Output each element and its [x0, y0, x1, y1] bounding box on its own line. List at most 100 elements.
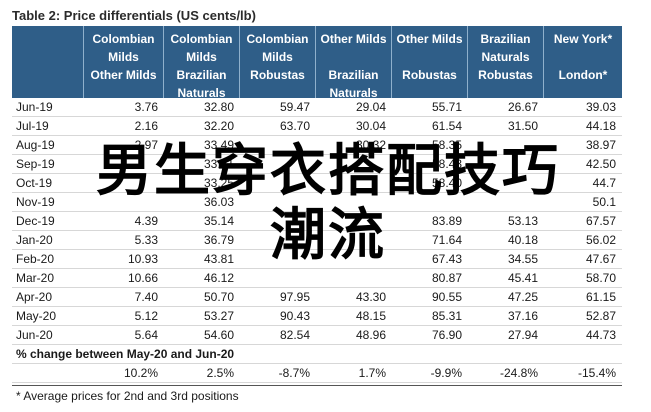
- pct-value: -9.9%: [430, 366, 462, 380]
- row-value: [316, 155, 392, 173]
- row-value: 39.03: [585, 100, 616, 114]
- header-line: Naturals: [177, 86, 226, 100]
- header-line: Colombian: [92, 32, 155, 46]
- pct-value: -24.8%: [499, 366, 538, 380]
- row-month: Sep-19: [16, 157, 55, 171]
- row-value: 5.33: [134, 233, 158, 247]
- row-value: 2.16: [134, 119, 158, 133]
- table-title: Table 2: Price differentials (US cents/l…: [12, 8, 256, 23]
- header-line: London*: [558, 68, 608, 82]
- row-value: 45.41: [507, 271, 538, 285]
- header-line: Brazilian: [480, 32, 531, 46]
- row-value: 44.73: [585, 328, 616, 342]
- table-body: Jun-19 3.76 32.80 59.47 29.04 55.71 26.67 39.03…: [12, 98, 622, 345]
- header-col-4: Other Milds Brazilian Naturals: [316, 26, 392, 100]
- table-row: Nov-19 36.03 50.1: [12, 193, 622, 212]
- row-value: [392, 193, 468, 211]
- row-value: 67.57: [585, 214, 616, 228]
- row-value: [240, 193, 316, 211]
- row-value: 58.35: [431, 138, 462, 152]
- table-row: May-20 5.12 53.27 90.43 48.15 85.31 37.16 52.87: [12, 307, 622, 326]
- pct-value: 10.2%: [123, 366, 158, 380]
- row-month: Apr-20: [16, 290, 53, 304]
- row-value: 3.76: [134, 100, 158, 114]
- row-value: 59.47: [279, 100, 310, 114]
- row-value: 36.79: [203, 233, 234, 247]
- row-value: 4.39: [134, 214, 158, 228]
- row-value: 40.18: [507, 233, 538, 247]
- row-value: 31.50: [507, 119, 538, 133]
- row-value: 47.67: [585, 252, 616, 266]
- row-value: 90.55: [431, 290, 462, 304]
- pct-value: [12, 364, 84, 382]
- table-row: Apr-20 7.40 50.70 97.95 43.30 90.55 47.25 61.15: [12, 288, 622, 307]
- header-line: Brazilian: [328, 68, 379, 82]
- row-value: [240, 212, 316, 230]
- row-value: 44.18: [585, 119, 616, 133]
- header-line: Other Milds: [396, 32, 463, 46]
- row-value: 48.96: [355, 328, 386, 342]
- row-value: [468, 136, 544, 154]
- row-value: 47.25: [507, 290, 538, 304]
- header-line: Robustas: [478, 68, 533, 82]
- row-month: May-20: [16, 309, 57, 323]
- row-value: 83.89: [431, 214, 462, 228]
- row-value: 43.81: [203, 252, 234, 266]
- row-value: [316, 231, 392, 249]
- row-value: 33.25: [203, 176, 234, 190]
- row-value: 5.12: [134, 309, 158, 323]
- row-value: [468, 174, 544, 192]
- row-value: 97.95: [279, 290, 310, 304]
- row-value: 61.15: [585, 290, 616, 304]
- row-month: Oct-19: [16, 176, 53, 190]
- header-col-5: Other Milds Robustas: [392, 26, 468, 98]
- row-value: [84, 174, 164, 192]
- header-line: Robustas: [250, 68, 305, 82]
- footnote: * Average prices for 2nd and 3rd positio…: [12, 385, 622, 406]
- table-row: Feb-20 10.93 43.81 67.43 34.55 47.67: [12, 250, 622, 269]
- row-value: 53.13: [507, 214, 538, 228]
- header-line: Colombian: [246, 32, 309, 46]
- header-line: New York*: [553, 32, 613, 46]
- row-value: 35.14: [203, 214, 234, 228]
- header-col-7: New York* London*: [544, 26, 622, 98]
- table-row: Jul-19 2.16 32.20 63.70 30.04 61.54 31.50 44.18: [12, 117, 622, 136]
- row-value: 29.04: [355, 100, 386, 114]
- table-row: Dec-19 4.39 35.14 83.89 53.13 67.57: [12, 212, 622, 231]
- row-value: 76.90: [431, 328, 462, 342]
- row-value: 37.16: [507, 309, 538, 323]
- header-col-0: [12, 26, 84, 98]
- table-row: Jun-20 5.64 54.60 82.54 48.96 76.90 27.94 44.73: [12, 326, 622, 345]
- row-value: [240, 155, 316, 173]
- row-value: 43.30: [355, 290, 386, 304]
- row-month: Jan-20: [16, 233, 53, 247]
- row-value: [316, 250, 392, 268]
- header-line: Naturals: [481, 50, 530, 64]
- row-value: [316, 193, 392, 211]
- row-value: 58.40: [431, 176, 462, 190]
- row-value: 26.67: [507, 100, 538, 114]
- row-month: Aug-19: [16, 138, 55, 152]
- row-value: 55.71: [431, 100, 462, 114]
- row-value: [84, 193, 164, 211]
- row-month: Feb-20: [16, 252, 55, 266]
- row-value: 56.02: [585, 233, 616, 247]
- row-value: 71.64: [431, 233, 462, 247]
- row-value: 61.54: [431, 119, 462, 133]
- header-line: Milds: [262, 50, 293, 64]
- row-value: 33.49: [203, 138, 234, 152]
- header-line: Other Milds: [90, 68, 157, 82]
- row-value: 10.66: [127, 271, 158, 285]
- table-row: Aug-19 2.97 33.49 30.32 58.35 38.97: [12, 136, 622, 155]
- header-line: Brazilian: [176, 68, 227, 82]
- row-value: 58.70: [585, 271, 616, 285]
- row-value: [316, 174, 392, 192]
- row-month: Dec-19: [16, 214, 55, 228]
- price-table: Table 2: Price differentials (US cents/l…: [12, 6, 622, 406]
- row-value: [240, 136, 316, 154]
- header-line: Milds: [186, 50, 217, 64]
- row-month: Jul-19: [16, 119, 49, 133]
- row-value: 90.43: [279, 309, 310, 323]
- row-month: Jun-19: [16, 100, 53, 114]
- row-value: 38.97: [585, 138, 616, 152]
